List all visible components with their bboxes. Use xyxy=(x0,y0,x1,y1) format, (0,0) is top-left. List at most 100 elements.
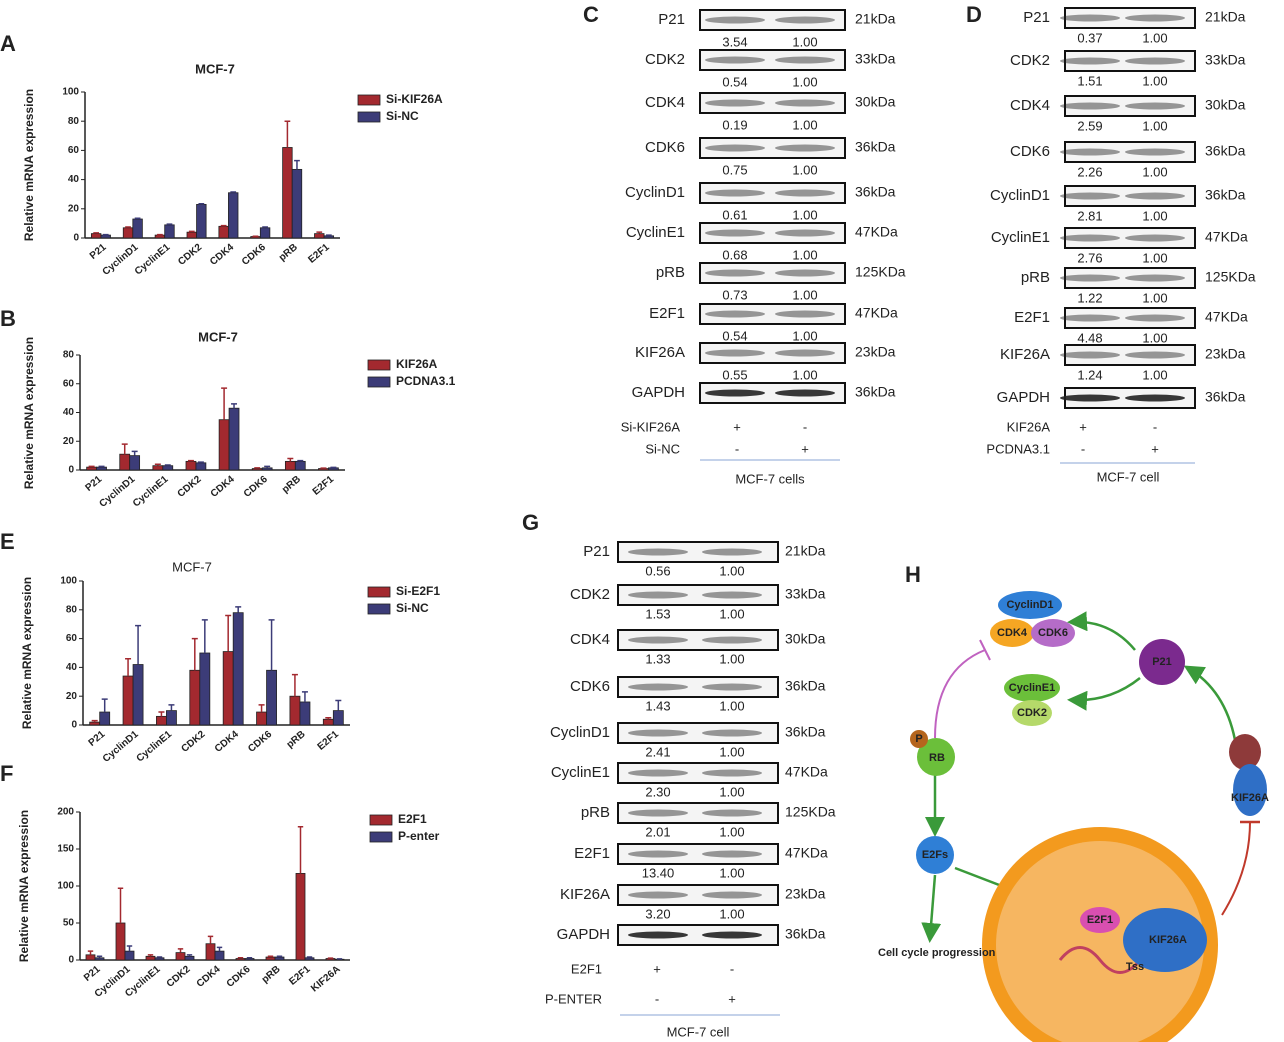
treatment-sign: - xyxy=(730,961,734,976)
x-tick-label: CDK2 xyxy=(180,729,208,755)
error-bar xyxy=(121,443,128,455)
bar xyxy=(196,204,207,239)
node-label: Cell cycle progression xyxy=(878,947,996,959)
chart-title: MCF-7 xyxy=(172,559,212,574)
band xyxy=(1125,394,1185,402)
nucleus-inner xyxy=(996,841,1204,1042)
error-bar xyxy=(207,935,214,944)
error-bar xyxy=(154,463,161,466)
kda-label: 47KDa xyxy=(855,224,898,240)
treatment-name: Si-KIF26A xyxy=(621,419,681,434)
error-bar xyxy=(246,957,253,959)
node xyxy=(1012,700,1052,726)
band-ratio: 0.61 xyxy=(722,207,747,222)
x-tick-label: pRB xyxy=(260,964,283,986)
bar xyxy=(115,922,126,961)
node xyxy=(1139,639,1185,685)
kda-label: 36kDa xyxy=(1205,143,1246,159)
blot-box xyxy=(617,843,779,865)
error-bar xyxy=(186,954,193,957)
kda-label: 30kDa xyxy=(785,631,826,647)
error-bar xyxy=(297,459,304,462)
bar xyxy=(265,956,276,961)
x-tick-label: CDK4 xyxy=(195,964,223,990)
band xyxy=(702,636,762,644)
y-tick-label: 60 xyxy=(63,378,75,389)
x-tick-label: P21 xyxy=(88,242,109,262)
bar xyxy=(222,651,234,726)
bar xyxy=(332,710,344,726)
band-ratio: 1.00 xyxy=(719,865,744,880)
blot-box xyxy=(617,924,779,946)
blot-box xyxy=(699,182,846,204)
legend-swatch xyxy=(367,359,391,371)
blot-box xyxy=(617,762,779,784)
legend-swatch xyxy=(369,831,393,843)
treatment-sign: + xyxy=(733,419,741,434)
bar-chart: A MCF-7 Relative mRNA expression 0 20 40 60 80 1… xyxy=(0,31,443,278)
y-tick-label: 50 xyxy=(63,918,75,929)
band xyxy=(1060,274,1120,282)
legend-label: Si-KIF26A xyxy=(386,92,443,106)
blot-box xyxy=(699,92,846,114)
x-tick-label: pRB xyxy=(285,729,308,751)
y-tick-label: 150 xyxy=(57,844,74,855)
band-ratio: 1.00 xyxy=(792,207,817,222)
kda-label: 30kDa xyxy=(1205,97,1246,113)
x-tick-label: E2F1 xyxy=(287,964,313,988)
blot-box xyxy=(617,722,779,744)
error-bar xyxy=(166,223,173,225)
band-ratio: 2.59 xyxy=(1077,118,1102,133)
kda-label: 33kDa xyxy=(855,51,896,67)
error-bar xyxy=(267,955,274,958)
bar xyxy=(304,957,315,961)
arrow xyxy=(1183,665,1237,741)
y-tick-label: 40 xyxy=(66,662,78,673)
x-tick-label: CDK6 xyxy=(246,729,274,755)
y-tick-label: 100 xyxy=(62,87,79,98)
x-tick-label: CDK2 xyxy=(165,964,193,990)
band xyxy=(628,769,688,777)
error-bar xyxy=(237,957,244,959)
protein-name: CDK4 xyxy=(1010,97,1050,114)
kda-label: 21kDa xyxy=(855,11,896,27)
error-bar xyxy=(147,954,154,957)
legend-swatch xyxy=(369,814,393,826)
bar xyxy=(266,669,277,726)
blot-box xyxy=(1064,227,1196,249)
node-label: Tss xyxy=(1126,961,1144,973)
bar xyxy=(235,958,246,961)
x-tick-label: KIF26A xyxy=(309,964,342,995)
y-tick-label: 80 xyxy=(66,604,78,615)
legend-label: P-enter xyxy=(398,829,440,843)
blot-box xyxy=(699,222,846,244)
cell-line-label: MCF-7 cell xyxy=(667,1024,730,1039)
node xyxy=(1229,734,1261,770)
kda-label: 36kDa xyxy=(1205,389,1246,405)
band xyxy=(628,931,688,939)
band xyxy=(705,349,765,357)
error-bar xyxy=(156,956,163,958)
band-ratio: 0.56 xyxy=(645,563,670,578)
error-bar xyxy=(88,465,95,468)
protein-name: CyclinD1 xyxy=(625,184,685,201)
band-ratio: 1.00 xyxy=(1142,367,1167,382)
bar xyxy=(94,957,105,961)
western-blot: D P21 21kDa 0.37 1.00 CDK2 33kDa 1.51 1.00 CDK4 30… xyxy=(966,2,1256,485)
band-ratio: 1.43 xyxy=(645,698,670,713)
y-axis-label: Relative mRNA expression xyxy=(20,577,34,729)
bar xyxy=(162,465,174,471)
node-label: KIF26A xyxy=(1149,934,1187,946)
band xyxy=(1060,102,1120,110)
protein-name: CDK2 xyxy=(570,586,610,603)
kda-label: 36kDa xyxy=(1205,187,1246,203)
error-bar xyxy=(284,120,291,148)
bar xyxy=(256,711,267,726)
blot-box xyxy=(617,802,779,824)
bar xyxy=(90,233,102,239)
error-bar xyxy=(91,719,98,723)
kda-label: 36kDa xyxy=(785,724,826,740)
band-ratio: 1.00 xyxy=(792,34,817,49)
protein-name: P21 xyxy=(658,11,685,28)
bar xyxy=(145,955,156,961)
